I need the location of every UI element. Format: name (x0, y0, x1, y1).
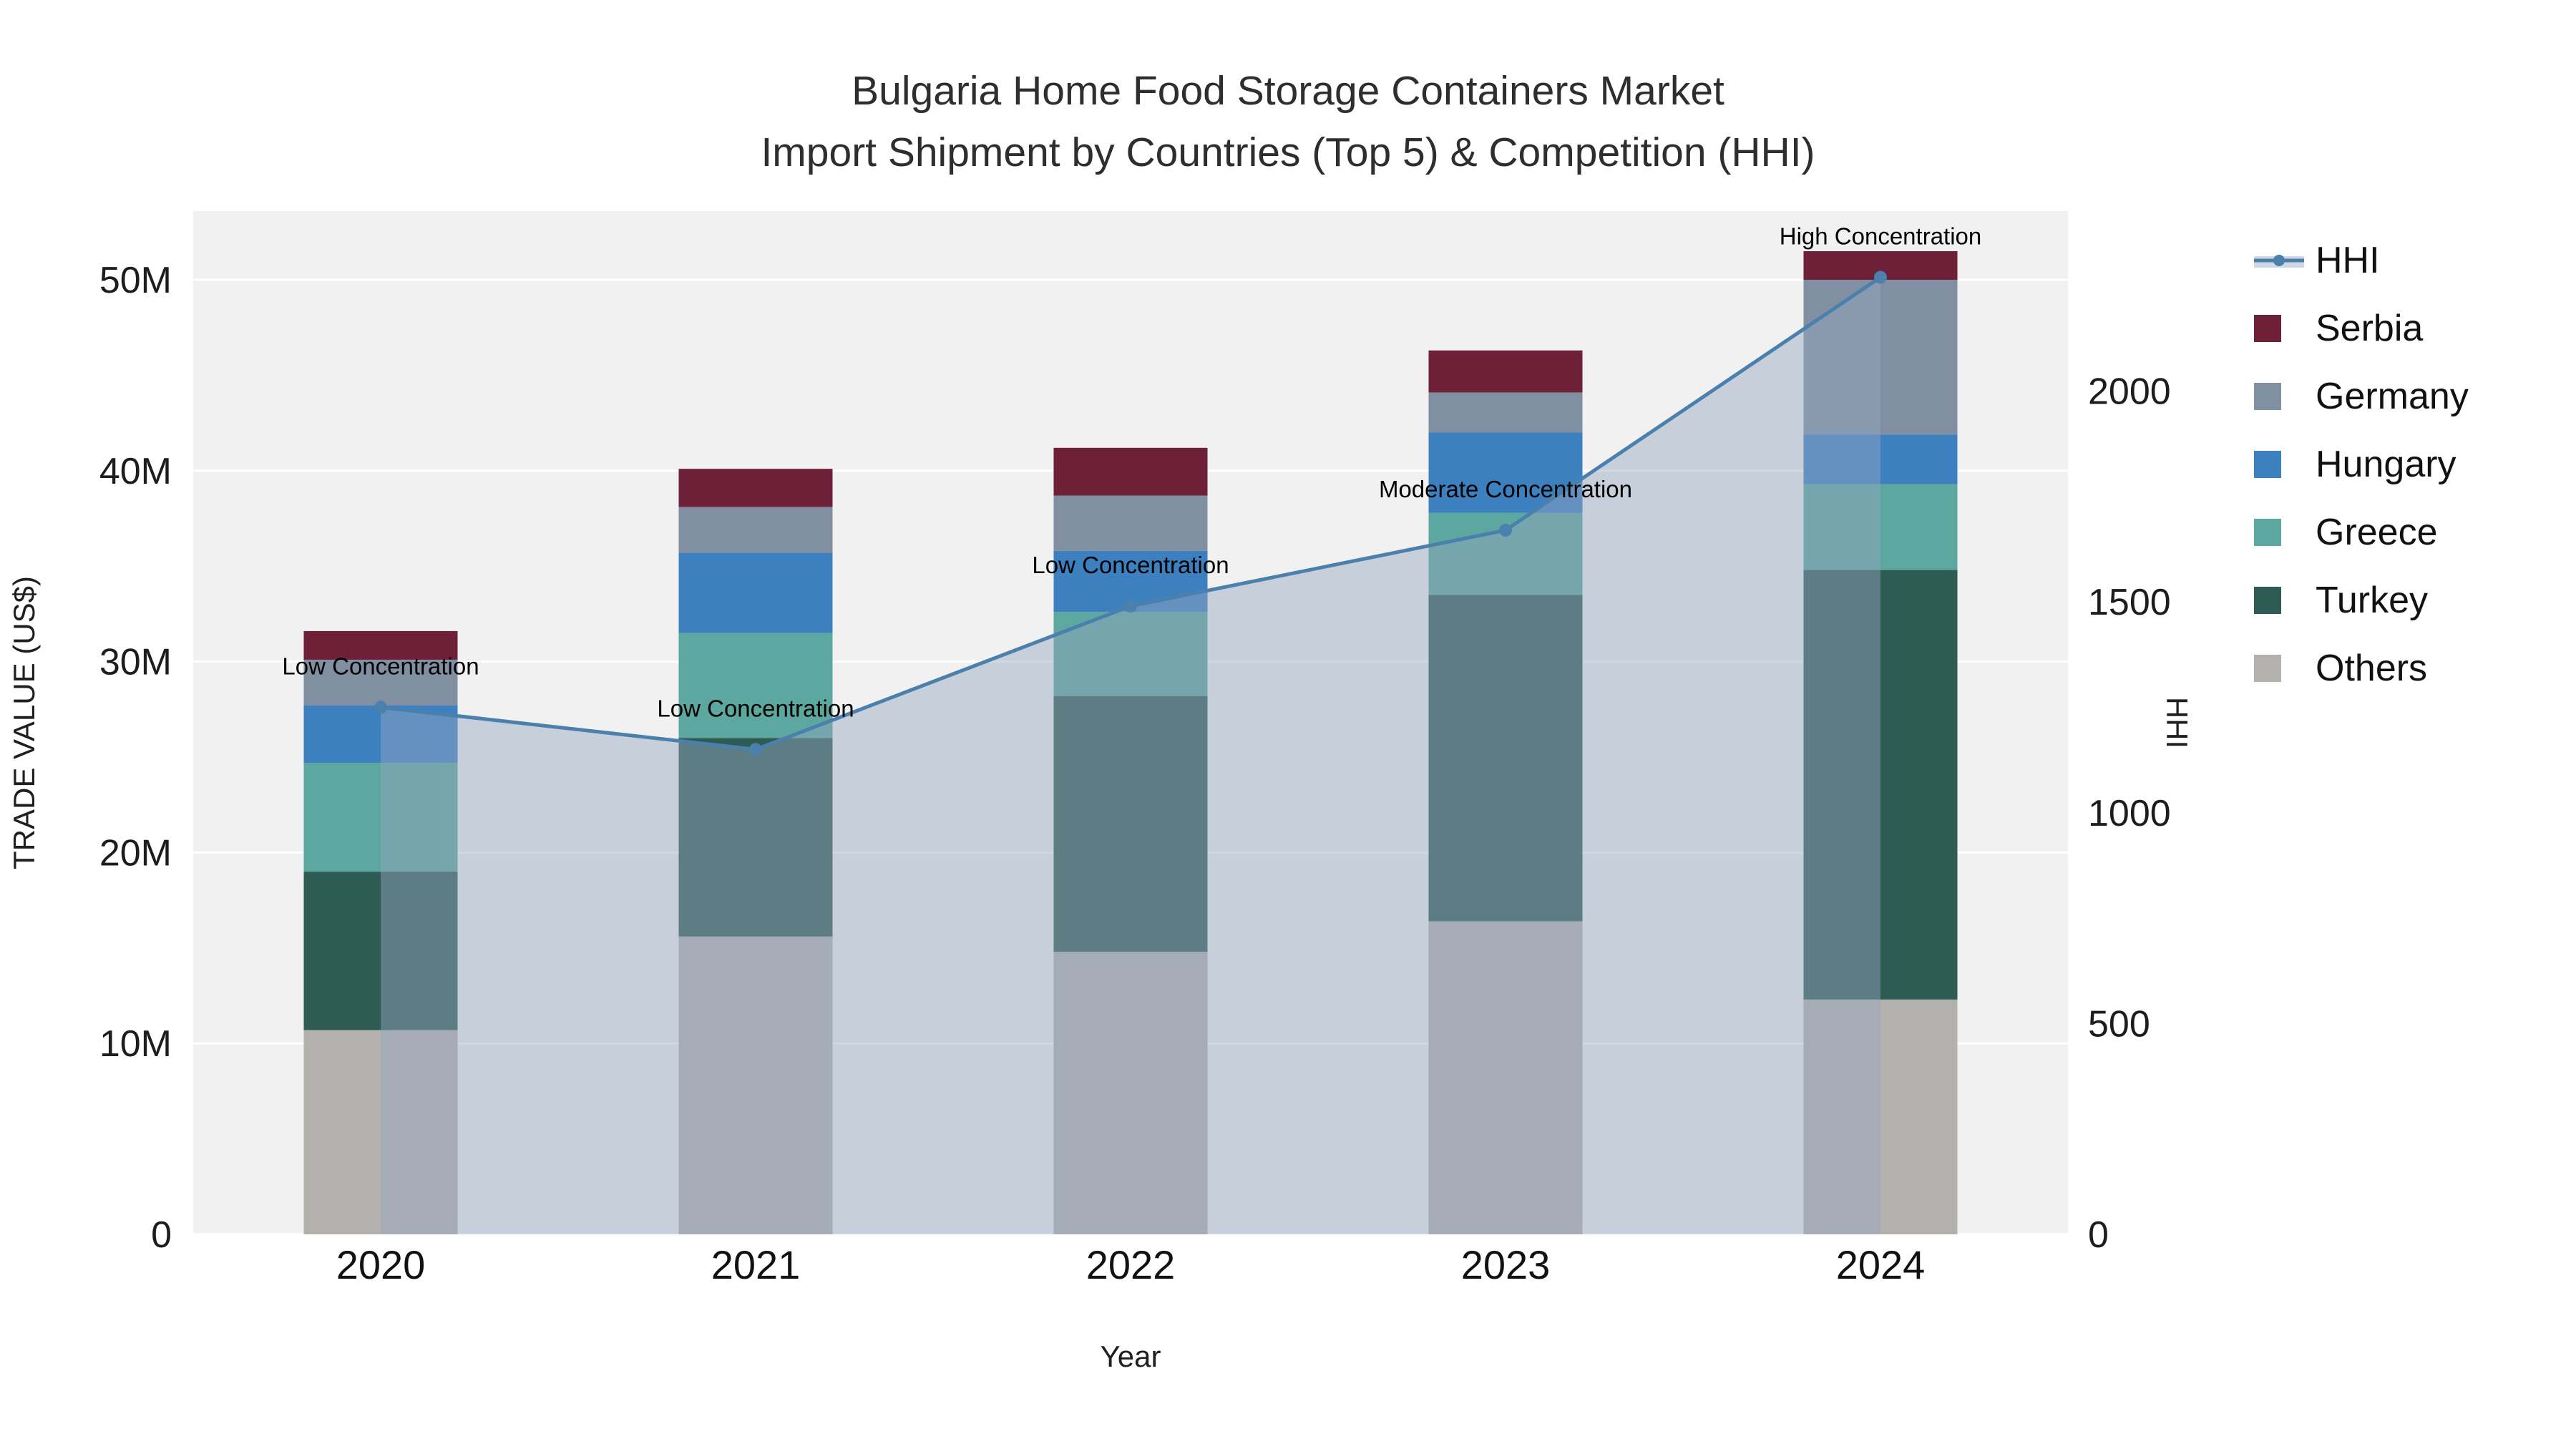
bar-segment-others-2021 (678, 936, 833, 1234)
hhi-marker (1499, 524, 1512, 537)
hhi-marker (1874, 270, 1887, 284)
x-tick-label: 2020 (336, 1242, 426, 1287)
y-axis-left-title: TRADE VALUE (US$) (7, 576, 41, 869)
chart-title: Bulgaria Home Food Storage Containers Ma… (0, 60, 2576, 183)
annotation-2021: Low Concentration (657, 695, 854, 721)
legend-item-serbia[interactable]: Serbia (2254, 308, 2469, 349)
y-left-tick-label: 40M (99, 451, 172, 492)
hhi-marker (374, 701, 387, 714)
legend-item-hungary[interactable]: Hungary (2254, 444, 2469, 485)
bar-segment-germany-2024 (1803, 280, 1958, 435)
bar-segment-hungary-2023 (1428, 432, 1583, 513)
bar-segment-greece-2020 (303, 763, 458, 872)
chart-title-line2: Import Shipment by Countries (Top 5) & C… (761, 130, 1815, 175)
legend-label-germany: Germany (2316, 376, 2469, 417)
legend: HHI Serbia Germany Hungary Greece Turkey Other… (2254, 240, 2469, 716)
legend-item-hhi[interactable]: HHI (2254, 240, 2469, 281)
bar-segment-greece-2021 (678, 633, 833, 738)
bar-segment-turkey-2023 (1428, 595, 1583, 922)
bar-segment-others-2024 (1803, 999, 1958, 1234)
y-right-tick-label: 0 (2088, 1214, 2109, 1256)
bar-segment-turkey-2022 (1053, 696, 1208, 952)
legend-item-germany[interactable]: Germany (2254, 376, 2469, 417)
y-left-tick-label: 30M (99, 642, 172, 683)
bar-segment-others-2023 (1428, 921, 1583, 1234)
y-right-tick-label: 2000 (2088, 371, 2171, 413)
bar-segment-germany-2023 (1428, 392, 1583, 433)
annotation-2020: Low Concentration (282, 653, 479, 679)
chart-title-line1: Bulgaria Home Food Storage Containers Ma… (852, 68, 1724, 114)
bar-segment-turkey-2020 (303, 872, 458, 1030)
x-tick-label: 2022 (1086, 1242, 1176, 1287)
y-right-tick-label: 1500 (2088, 582, 2171, 623)
legend-label-others: Others (2316, 648, 2428, 689)
annotation-2023: Moderate Concentration (1379, 476, 1632, 502)
bar-segment-serbia-2022 (1053, 447, 1208, 496)
hungary-color-swatch-icon (2254, 450, 2304, 479)
x-axis-title: Year (1100, 1340, 1161, 1373)
annotation-2022: Low Concentration (1032, 552, 1229, 578)
legend-label-greece: Greece (2316, 512, 2438, 553)
turkey-color-swatch-icon (2254, 586, 2304, 615)
bar-segment-hungary-2024 (1803, 434, 1958, 484)
bar-segment-greece-2024 (1803, 484, 1958, 570)
bar-segment-serbia-2023 (1428, 350, 1583, 393)
legend-item-turkey[interactable]: Turkey (2254, 580, 2469, 621)
y-left-tick-label: 0 (151, 1214, 172, 1256)
greece-color-swatch-icon (2254, 518, 2304, 547)
bar-segment-turkey-2024 (1803, 570, 1958, 1000)
serbia-color-swatch-icon (2254, 314, 2304, 343)
bar-segment-germany-2020 (303, 659, 458, 706)
y-left-tick-label: 20M (99, 832, 172, 874)
bar-segment-others-2020 (303, 1030, 458, 1234)
hhi-line-legend-symbol (2254, 246, 2304, 275)
y-right-tick-label: 1000 (2088, 793, 2171, 834)
y-left-tick-label: 10M (99, 1023, 172, 1065)
x-tick-label: 2023 (1461, 1242, 1551, 1287)
bar-segment-hungary-2020 (303, 705, 458, 763)
legend-item-greece[interactable]: Greece (2254, 512, 2469, 553)
bar-segment-serbia-2021 (678, 469, 833, 507)
bar-segment-hungary-2021 (678, 552, 833, 633)
legend-label-hungary: Hungary (2316, 444, 2457, 485)
bar-segment-germany-2022 (1053, 495, 1208, 551)
bar-segment-turkey-2021 (678, 738, 833, 937)
y-left-tick-label: 50M (99, 260, 172, 301)
hhi-area-fill (381, 277, 1880, 1235)
others-color-swatch-icon (2254, 654, 2304, 683)
germany-color-swatch-icon (2254, 382, 2304, 411)
bar-segment-serbia-2020 (303, 630, 458, 660)
bar-segment-others-2022 (1053, 952, 1208, 1234)
legend-item-others[interactable]: Others (2254, 648, 2469, 689)
bar-segment-germany-2021 (678, 507, 833, 553)
legend-label-turkey: Turkey (2316, 580, 2428, 621)
legend-label-serbia: Serbia (2316, 308, 2424, 349)
legend-label-hhi: HHI (2316, 240, 2380, 281)
x-tick-label: 2021 (711, 1242, 801, 1287)
hhi-marker (1124, 600, 1137, 613)
hhi-marker (749, 743, 762, 756)
x-tick-label: 2024 (1836, 1242, 1926, 1287)
y-axis-right-title: HHI (2160, 696, 2194, 749)
annotation-2024: High Concentration (1780, 223, 1982, 250)
y-right-tick-label: 500 (2088, 1003, 2150, 1045)
